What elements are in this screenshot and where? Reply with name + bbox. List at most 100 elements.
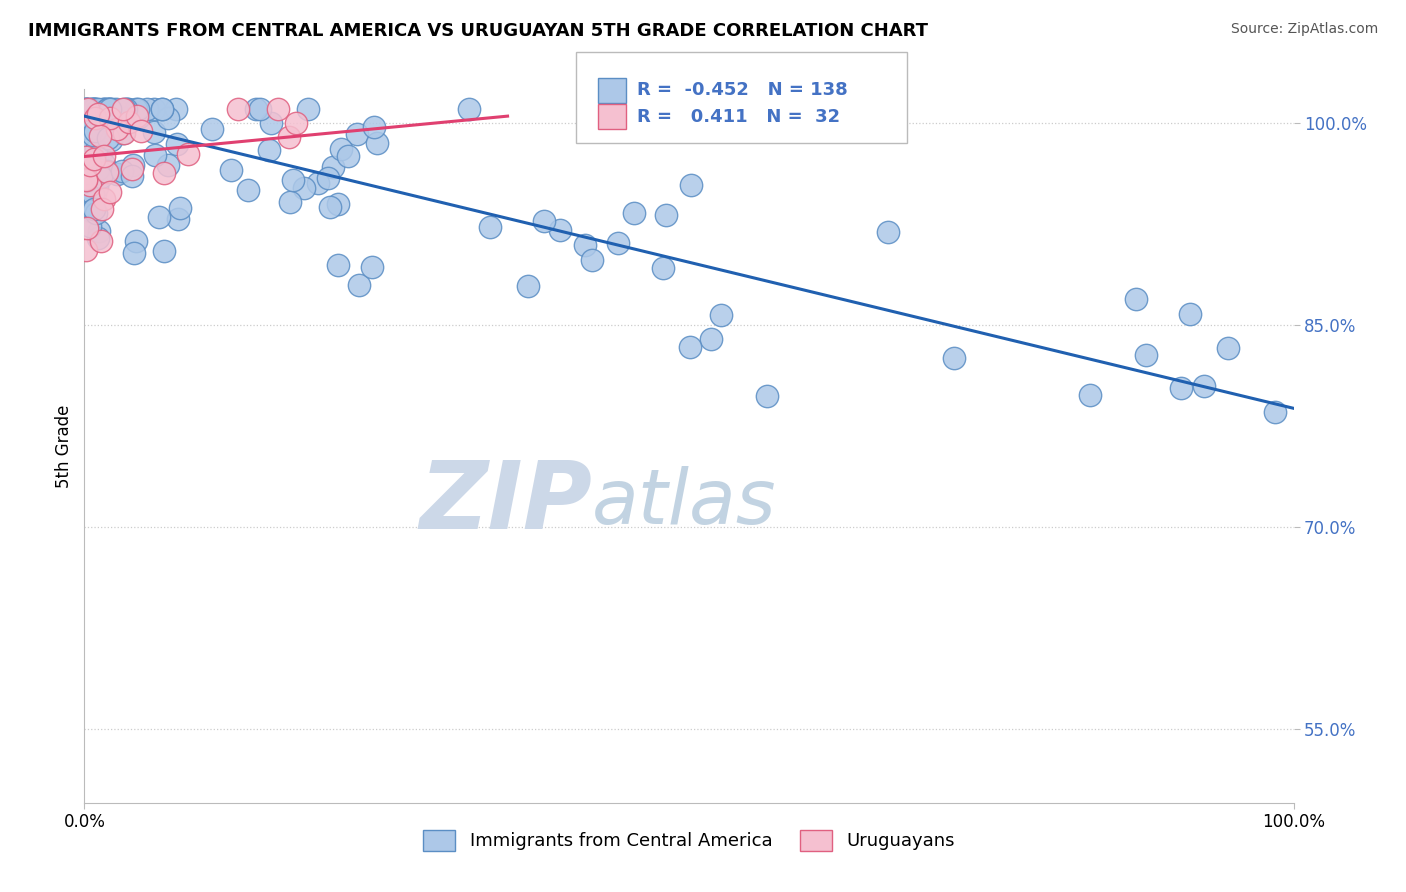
Point <box>284 116 307 130</box>
Point <box>79 134 101 148</box>
Point <box>548 222 571 236</box>
Point <box>143 103 166 117</box>
Legend: Immigrants from Central America, Uruguayans: Immigrants from Central America, Uruguay… <box>416 822 962 858</box>
Point <box>101 103 124 117</box>
Point <box>166 137 188 152</box>
Point <box>90 170 112 185</box>
Point <box>93 192 115 206</box>
Point <box>75 150 97 164</box>
Point <box>89 112 111 126</box>
Point <box>700 332 723 346</box>
Point <box>96 103 118 117</box>
Point <box>219 162 242 177</box>
Point <box>76 220 98 235</box>
Point <box>1216 341 1239 355</box>
Point <box>361 260 384 274</box>
Point <box>581 252 603 267</box>
Point <box>98 103 121 117</box>
Point <box>319 200 342 214</box>
Point <box>75 103 97 117</box>
Point <box>148 211 170 225</box>
Point <box>90 202 112 216</box>
Point <box>260 116 283 130</box>
Point <box>281 173 304 187</box>
Point <box>122 158 145 172</box>
Point <box>346 127 368 141</box>
Point <box>349 277 371 292</box>
Point <box>478 220 501 235</box>
Text: ZIP: ZIP <box>419 457 592 549</box>
Point <box>129 124 152 138</box>
Text: R =  -0.452   N = 138: R = -0.452 N = 138 <box>637 81 848 99</box>
Point <box>112 103 135 117</box>
Point <box>278 194 301 209</box>
Point <box>336 149 359 163</box>
Point <box>75 174 97 188</box>
Point <box>83 153 105 168</box>
Point <box>330 143 353 157</box>
Point <box>111 112 134 126</box>
Point <box>83 202 105 217</box>
Point <box>84 111 107 125</box>
Text: IMMIGRANTS FROM CENTRAL AMERICA VS URUGUAYAN 5TH GRADE CORRELATION CHART: IMMIGRANTS FROM CENTRAL AMERICA VS URUGU… <box>28 22 928 40</box>
Point <box>97 103 120 117</box>
Point <box>84 103 107 117</box>
Point <box>77 103 100 117</box>
Point <box>96 163 118 178</box>
Point <box>96 164 118 178</box>
Point <box>117 103 139 117</box>
Point <box>105 122 128 136</box>
Point <box>79 178 101 193</box>
Point <box>679 178 702 193</box>
Point <box>75 103 97 117</box>
Point <box>93 149 115 163</box>
Point <box>87 224 110 238</box>
Point <box>652 260 675 275</box>
Point <box>679 340 702 354</box>
Point <box>112 126 135 140</box>
Text: atlas: atlas <box>592 467 776 540</box>
Point <box>86 163 108 178</box>
Point <box>84 143 107 157</box>
Point <box>1264 405 1286 419</box>
Point <box>75 172 97 186</box>
Point <box>76 191 98 205</box>
Point <box>245 103 267 117</box>
Point <box>125 109 148 123</box>
Point <box>82 103 104 117</box>
Point <box>84 123 107 137</box>
Point <box>89 128 111 143</box>
Point <box>277 129 299 144</box>
Point <box>943 351 966 366</box>
Point <box>84 206 107 220</box>
Point <box>623 206 645 220</box>
Point <box>125 103 148 117</box>
Text: R =   0.411   N =  32: R = 0.411 N = 32 <box>637 108 839 126</box>
Point <box>117 114 139 128</box>
Point <box>93 103 115 117</box>
Point <box>128 110 150 124</box>
Point <box>756 389 779 403</box>
Point <box>127 103 149 117</box>
Point <box>79 103 101 117</box>
Point <box>292 181 315 195</box>
Point <box>226 103 249 117</box>
Point <box>75 173 97 187</box>
Point <box>606 235 628 250</box>
Point <box>75 243 97 257</box>
Point <box>111 126 134 140</box>
Point <box>249 103 271 117</box>
Point <box>79 219 101 234</box>
Point <box>77 166 100 180</box>
Point <box>121 169 143 184</box>
Point <box>75 103 97 117</box>
Point <box>177 146 200 161</box>
Point <box>516 279 538 293</box>
Point <box>83 186 105 201</box>
Point <box>87 161 110 176</box>
Point <box>94 103 117 117</box>
Point <box>307 176 329 190</box>
Point <box>167 212 190 227</box>
Point <box>82 186 104 201</box>
Point <box>83 103 105 117</box>
